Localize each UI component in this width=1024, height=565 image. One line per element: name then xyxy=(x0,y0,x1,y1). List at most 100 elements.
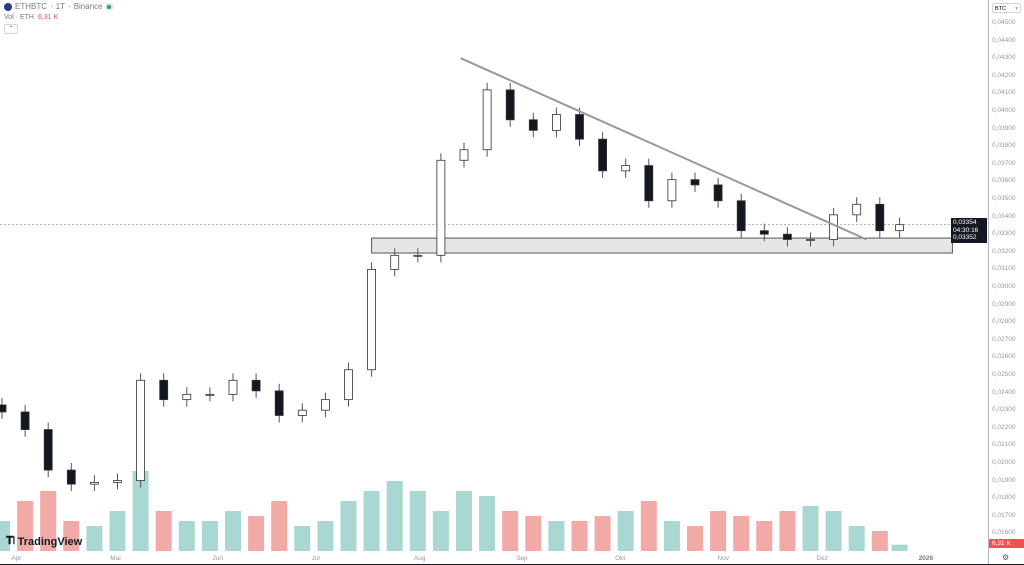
price-tick-label: 0,02000 xyxy=(992,459,1016,466)
price-tick-label: 0,04200 xyxy=(992,71,1016,79)
symbol-row[interactable]: ETHBTC · 1T · Binance xyxy=(4,2,113,11)
price-tick-label: 0,03300 xyxy=(992,230,1016,238)
candle xyxy=(482,89,492,151)
volume-bar xyxy=(17,501,34,551)
volume-bar xyxy=(386,481,403,551)
time-tick-label: Dez xyxy=(816,555,828,562)
price-tick-label: 0,02900 xyxy=(992,300,1016,308)
price-tick-label: 0,03100 xyxy=(992,265,1016,273)
volume-bar xyxy=(891,544,908,551)
candle xyxy=(644,165,654,202)
candle xyxy=(690,179,700,186)
price-tick-label: 0,01800 xyxy=(992,494,1016,502)
volume-bar xyxy=(640,501,657,551)
candle xyxy=(297,409,307,416)
candle xyxy=(43,429,53,471)
candle xyxy=(251,379,261,392)
candle xyxy=(783,233,792,240)
volume-value: 6,31 K xyxy=(37,14,59,21)
price-tick-label: 0,02500 xyxy=(992,371,1016,378)
candle xyxy=(713,184,723,202)
last-price-badge: 0,03354 04:30:16 0,03352 xyxy=(951,218,987,243)
candle xyxy=(895,224,904,232)
price-tick-label: 0,01700 xyxy=(992,511,1016,519)
price-tick-label: 0,02300 xyxy=(992,406,1016,414)
price-tick-label: 0,02700 xyxy=(992,335,1016,343)
volume-bar xyxy=(63,521,80,551)
price-axis[interactable]: BTC ▾ 0,04500 0,04400 0,04300 0,04200 0,04100… xyxy=(951,0,1024,565)
candle xyxy=(228,379,238,395)
gear-icon[interactable]: ⚙ xyxy=(1002,553,1010,562)
tradingview-logo-text: TradingView xyxy=(17,535,83,548)
price-tick-label: 0,04100 xyxy=(992,89,1016,97)
volume-bar xyxy=(317,521,334,551)
time-tick-label: Nov xyxy=(717,555,729,562)
candle xyxy=(205,393,215,396)
volume-bar xyxy=(802,506,819,551)
volume-bar xyxy=(225,511,241,551)
candle xyxy=(736,200,746,232)
volume-bar xyxy=(525,516,542,551)
volume-bar xyxy=(0,521,10,551)
price-tick-label: 0,01900 xyxy=(992,476,1016,484)
price-chart[interactable] xyxy=(0,0,988,552)
time-tick-label: Aug xyxy=(413,555,426,562)
currency-select[interactable]: BTC ▾ xyxy=(992,3,1021,13)
time-tick-label: Apr xyxy=(11,555,22,562)
tradingview-logo: 𝐓❘ TradingView xyxy=(6,535,82,548)
volume-bar xyxy=(178,521,195,551)
interval: 1T xyxy=(55,2,66,11)
volume-bar xyxy=(456,491,472,551)
volume-bar xyxy=(733,516,750,551)
candle xyxy=(413,254,423,257)
volume-bar xyxy=(571,521,588,551)
volume-label: Vol · ETH xyxy=(4,14,34,21)
candle xyxy=(274,390,284,416)
price-tick-label: 0,02100 xyxy=(992,441,1016,449)
volume-bar xyxy=(710,511,727,551)
volume-bar xyxy=(663,521,680,551)
volume-bar xyxy=(548,521,565,551)
candle xyxy=(667,179,677,202)
candle xyxy=(20,411,30,430)
price-tick-label: 0,04500 xyxy=(992,19,1016,26)
candle xyxy=(367,268,377,371)
volume-bar xyxy=(40,491,57,551)
volume-bar xyxy=(756,521,773,551)
candle xyxy=(320,399,330,411)
exchange: Binance xyxy=(73,2,103,11)
candle xyxy=(505,89,515,121)
volume-bar xyxy=(132,471,149,551)
last-price: 0,03354 xyxy=(953,219,977,226)
price-tick-label: 0,03700 xyxy=(992,159,1016,167)
candle xyxy=(575,114,584,140)
price-tick-label: 0,03800 xyxy=(992,142,1016,150)
ethereum-logo-icon xyxy=(4,2,12,11)
price-tick-label: 0,04000 xyxy=(992,107,1016,114)
candle xyxy=(0,404,7,413)
volume-bar xyxy=(871,531,888,551)
candle xyxy=(390,254,400,270)
collapse-legend-button[interactable]: ⌃ xyxy=(4,24,18,34)
volume-bar xyxy=(86,526,103,551)
volume-bar xyxy=(825,511,842,551)
currency-label: BTC xyxy=(995,6,1006,12)
time-tick-label: Sep xyxy=(516,555,528,562)
volume-bar xyxy=(271,501,288,551)
candle xyxy=(598,138,607,172)
candle xyxy=(852,203,862,216)
candle xyxy=(552,114,561,131)
price-tick-label: 0,03500 xyxy=(992,195,1016,202)
candle xyxy=(66,469,76,485)
separator: · xyxy=(50,2,53,11)
price-tick-label: 0,04300 xyxy=(992,54,1016,62)
market-open-status-icon xyxy=(105,3,113,10)
price-tick-label: 0,02200 xyxy=(992,423,1016,431)
volume-bar xyxy=(340,501,357,551)
volume-bar xyxy=(201,521,218,551)
candle xyxy=(136,379,146,481)
candle xyxy=(113,480,122,483)
time-tick-label: 2026 xyxy=(918,555,934,562)
separator: · xyxy=(68,2,71,11)
bid-price: 0,03352 xyxy=(953,234,977,241)
